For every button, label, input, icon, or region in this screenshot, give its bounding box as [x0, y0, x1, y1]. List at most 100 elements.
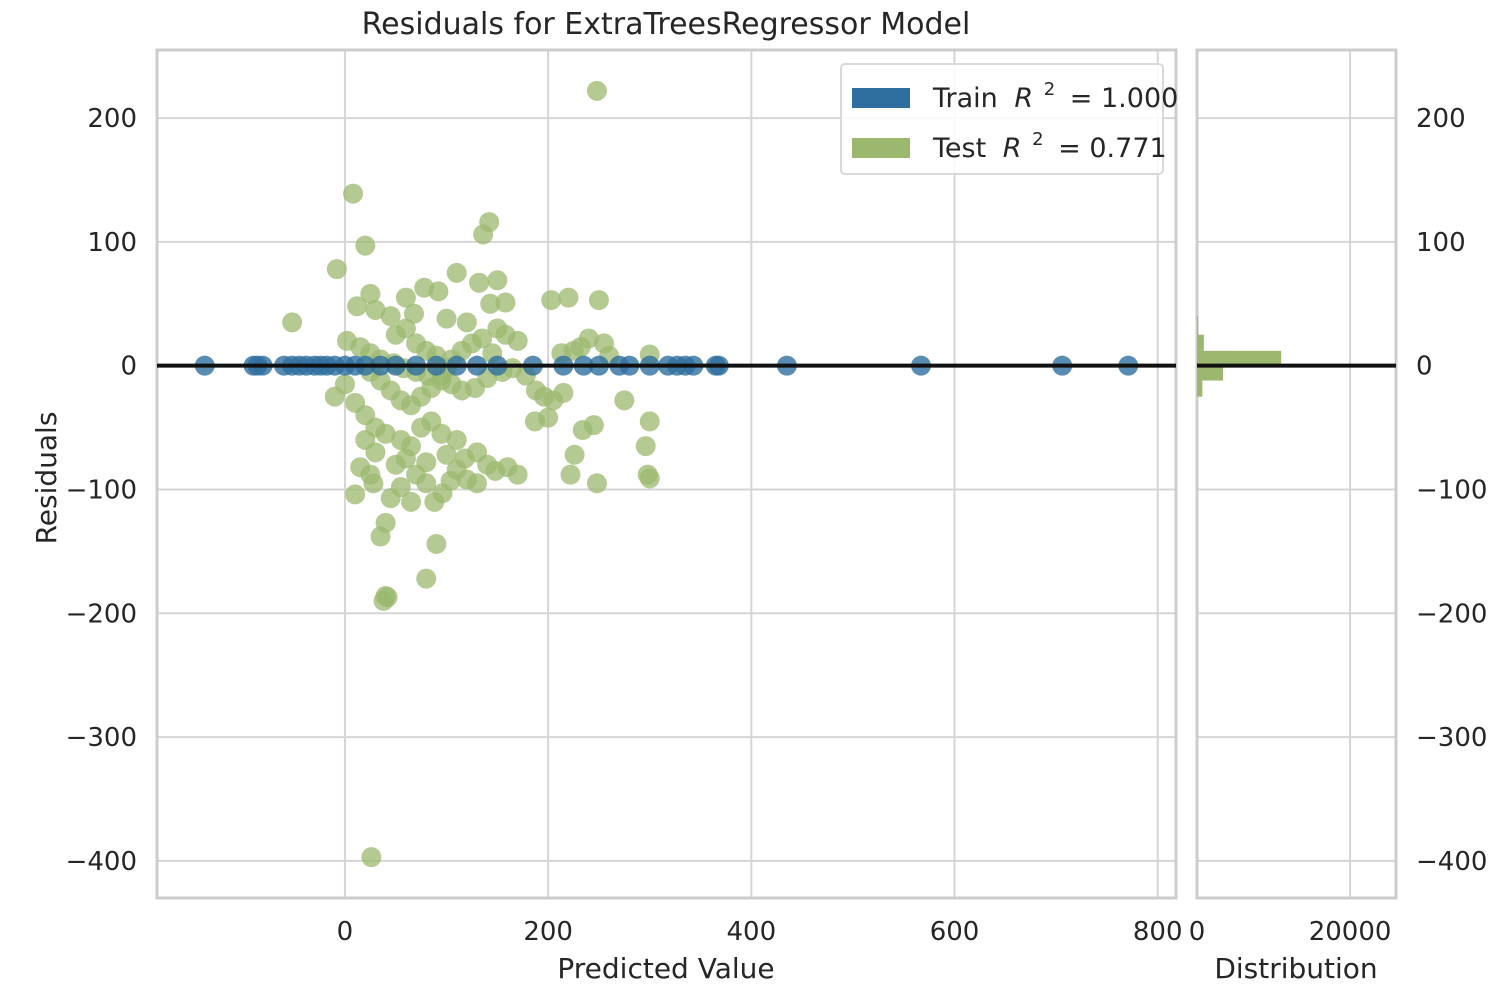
test-point: [282, 312, 303, 333]
test-point: [586, 473, 607, 494]
legend-swatch-train: [852, 88, 910, 108]
test-point: [473, 224, 494, 245]
test-point: [507, 330, 528, 351]
legend-entry-test: Test R 2 = 0.771: [932, 121, 1167, 164]
x-tick-label: 600: [930, 917, 980, 947]
y-tick-label: 200: [87, 104, 137, 134]
hist-gridlines: [1197, 50, 1396, 898]
test-point: [614, 390, 635, 411]
legend-entry-train: Train R 2 = 1.000: [932, 71, 1178, 114]
test-point: [469, 272, 490, 293]
test-point: [588, 290, 609, 311]
hist-x-ticks: 0 20000: [1189, 917, 1392, 947]
test-point: [487, 270, 508, 291]
test-point: [395, 448, 416, 469]
test-point: [395, 318, 416, 339]
test-point: [635, 436, 656, 457]
test-point: [343, 183, 364, 204]
test-point: [436, 444, 457, 465]
test-point: [395, 287, 416, 308]
test-point: [365, 299, 386, 320]
x-tick-label: 400: [727, 917, 777, 947]
test-point: [564, 444, 585, 465]
test-point: [558, 287, 579, 308]
main-gridlines: [157, 50, 1176, 898]
test-point: [563, 340, 584, 361]
test-point: [639, 411, 660, 432]
hist-y-tick-label: −200: [1416, 599, 1487, 629]
hist-y-tick-label: −400: [1416, 847, 1487, 877]
test-point: [586, 80, 607, 101]
test-point: [380, 306, 401, 327]
legend-test-r-exponent: 2: [1032, 129, 1043, 150]
test-point: [404, 303, 425, 324]
hist-bar: [1197, 365, 1224, 381]
x-axis-label: Predicted Value: [557, 952, 774, 985]
hist-bar: [1197, 316, 1199, 335]
legend-train-r-exponent: 2: [1044, 79, 1055, 100]
test-point: [639, 468, 660, 489]
y-tick-label: −100: [66, 475, 137, 505]
test-point: [507, 464, 528, 485]
y-tick-label: −300: [66, 723, 137, 753]
test-point: [431, 423, 452, 444]
test-point: [326, 259, 347, 280]
hist-y-tick-label: 0: [1416, 352, 1433, 382]
hist-x-tick-label: 20000: [1309, 917, 1392, 947]
legend-test-r-symbol: R: [1003, 133, 1022, 164]
hist-x-tick-label: 0: [1189, 917, 1206, 947]
hist-y-tick-label: 200: [1416, 104, 1466, 134]
hist-y-ticks-right: 200 100 0 −100 −200 −300 −400: [1416, 104, 1487, 877]
legend-test-r-value: = 0.771: [1058, 133, 1167, 164]
test-point: [583, 415, 604, 436]
test-point: [345, 484, 366, 505]
test-point: [347, 296, 368, 317]
test-point: [355, 235, 376, 256]
main-plot-frame: [155, 48, 1178, 900]
hist-plot-frame: [1195, 48, 1398, 900]
hist-bar: [1197, 380, 1203, 397]
y-tick-label: 100: [87, 228, 137, 258]
legend: Train R 2 = 1.000 Test R 2 = 0.771: [840, 63, 1178, 175]
test-point: [538, 407, 559, 428]
hist-y-tick-label: 100: [1416, 228, 1466, 258]
test-point: [361, 847, 382, 868]
y-tick-label: −200: [66, 599, 137, 629]
test-point: [360, 464, 381, 485]
test-point: [553, 382, 574, 403]
y-tick-label: 0: [120, 352, 137, 382]
x-tick-label: 200: [523, 917, 573, 947]
test-point: [416, 452, 437, 473]
legend-train-r-value: = 1.000: [1070, 83, 1179, 114]
test-point: [428, 281, 449, 302]
test-point: [541, 290, 562, 311]
test-point: [400, 491, 421, 512]
x-tick-label: 0: [337, 917, 354, 947]
hist-y-tick-label: −300: [1416, 723, 1487, 753]
test-point: [426, 533, 447, 554]
legend-train-label: Train: [932, 83, 998, 114]
test-point: [456, 312, 477, 333]
legend-swatch-test: [852, 138, 910, 158]
hist-bar: [1197, 350, 1282, 366]
test-point: [416, 568, 437, 589]
legend-test-label: Test: [932, 133, 986, 164]
test-point: [360, 283, 381, 304]
test-point: [446, 262, 467, 283]
hist-y-tick-label: −100: [1416, 475, 1487, 505]
test-point: [390, 476, 411, 497]
y-tick-label: −400: [66, 847, 137, 877]
test-point: [480, 293, 501, 314]
hist-x-axis-label: Distribution: [1214, 952, 1377, 985]
chart-title: Residuals for ExtraTreesRegressor Model: [362, 7, 971, 42]
distribution-panel: 0 20000 200 100 0 −100 −200 −300 −400: [1189, 48, 1487, 947]
legend-box: [840, 63, 1164, 175]
main-plot-area: 0 200 400 600 800 200 100 0 −100 −200 −300 −400: [66, 48, 1183, 947]
x-tick-label: 800: [1133, 917, 1183, 947]
x-axis-ticks: 0 200 400 600 800: [337, 917, 1183, 947]
hist-bars: [1197, 316, 1282, 397]
test-point: [365, 442, 386, 463]
test-point: [446, 429, 467, 450]
y-axis-label: Residuals: [30, 412, 63, 545]
